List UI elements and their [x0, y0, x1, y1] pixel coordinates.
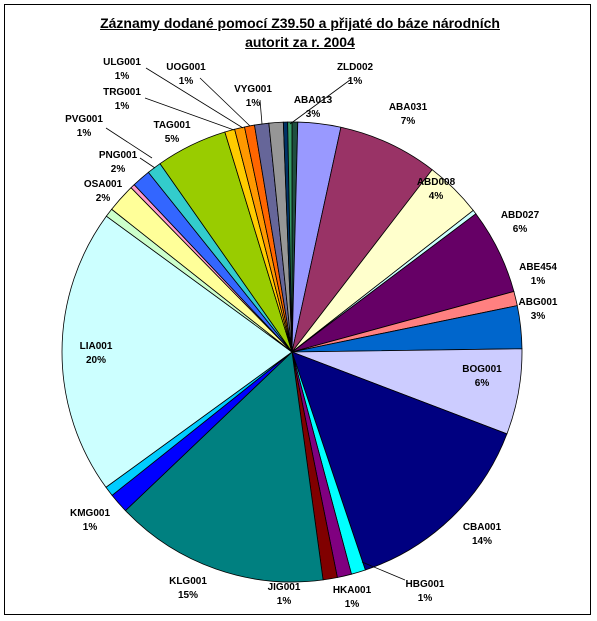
chart-title: Záznamy dodané pomocí Z39.50 a přijaté d…	[40, 14, 560, 52]
slice-label-klg001: KLG001	[169, 576, 207, 587]
slice-percent-kmg001: 1%	[83, 522, 98, 533]
slice-label-trg001: TRG001	[103, 87, 141, 98]
slice-label-aba013: ABA013	[294, 95, 333, 106]
slice-percent-abg001: 3%	[531, 311, 546, 322]
slice-percent-klg001: 15%	[178, 590, 198, 601]
slice-percent-ulg001: 1%	[115, 71, 130, 82]
pie-slice-lia001	[61, 215, 293, 488]
leader-line-ulg001	[145, 67, 244, 129]
chart-title-line2: autorit za r. 2004	[245, 34, 355, 50]
slice-label-aba031: ABA031	[389, 102, 428, 113]
slice-percent-bog001: 6%	[475, 378, 490, 389]
leader-line-zld002	[289, 79, 351, 125]
pie-slice-cba001	[291, 351, 508, 571]
slice-label-tag001: TAG001	[153, 120, 190, 131]
slice-percent-trg001: 1%	[115, 101, 130, 112]
slice-percent-aba013: 3%	[306, 109, 321, 120]
slice-label-hka001: HKA001	[333, 585, 372, 596]
slice-label-vyg001: VYG001	[234, 84, 272, 95]
slice-label-abe454: ABE454	[519, 262, 557, 273]
slice-label-png001: PNG001	[99, 150, 138, 161]
slice-label-bog001: BOG001	[462, 364, 502, 375]
pie-slices	[61, 121, 523, 583]
slice-percent-hbg001: 1%	[418, 593, 433, 604]
slice-percent-cba001: 14%	[472, 536, 492, 547]
leader-line-png001	[139, 157, 156, 169]
slice-label-lia001: LIA001	[80, 341, 113, 352]
slice-percent-zld002: 1%	[348, 76, 363, 87]
slice-percent-hka001: 1%	[345, 599, 360, 610]
chart-title-line1: Záznamy dodané pomocí Z39.50 a přijaté d…	[100, 15, 500, 31]
slice-label-osa001: OSA001	[84, 179, 123, 190]
slice-percent-lia001: 20%	[86, 355, 106, 366]
slice-label-uog001: UOG001	[166, 62, 206, 73]
slice-label-ulg001: ULG001	[103, 57, 141, 68]
slice-percent-osa001: 2%	[96, 193, 111, 204]
slice-label-abd027: ABD027	[501, 210, 540, 221]
slice-percent-tag001: 5%	[165, 134, 180, 145]
slice-percent-vyg001: 1%	[246, 98, 261, 109]
leader-lines	[105, 67, 406, 581]
pie-slice-klg001	[124, 351, 324, 583]
slice-percent-aba031: 7%	[401, 116, 416, 127]
leader-line-pvg001	[105, 127, 153, 159]
slice-percent-pvg001: 1%	[77, 128, 92, 139]
slice-label-abg001: ABG001	[519, 297, 558, 308]
slice-percent-abd027: 6%	[513, 224, 528, 235]
slice-label-hbg001: HBG001	[406, 579, 445, 590]
pie-slice-aba031	[291, 126, 433, 353]
slice-label-zld002: ZLD002	[337, 62, 374, 73]
pie-slice-unlabeled-29	[287, 121, 293, 353]
slice-percent-png001: 2%	[111, 164, 126, 175]
slice-label-abd008: ABD008	[417, 177, 456, 188]
slice-label-jig001: JIG001	[268, 582, 301, 593]
leader-line-uog001	[199, 77, 251, 127]
slice-label-kmg001: KMG001	[70, 508, 110, 519]
slice-label-pvg001: PVG001	[65, 114, 103, 125]
slice-percent-uog001: 1%	[179, 76, 194, 87]
leader-line-trg001	[144, 97, 235, 131]
slice-label-cba001: CBA001	[463, 522, 502, 533]
slice-labels: ZLD002 1% ABA013 3% ABA031 7% ABD008 4% ABD027 6%…	[65, 57, 558, 610]
slice-percent-abd008: 4%	[429, 191, 444, 202]
slice-percent-jig001: 1%	[277, 596, 292, 607]
slice-percent-abe454: 1%	[531, 276, 546, 287]
leader-line-hbg001	[361, 561, 406, 581]
leader-line-vyg001	[259, 99, 263, 125]
